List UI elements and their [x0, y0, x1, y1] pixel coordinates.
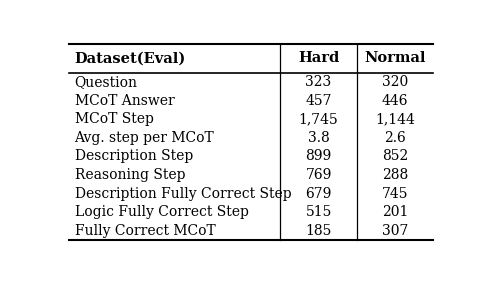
Text: Normal: Normal [365, 51, 426, 65]
Text: Avg. step per MCoT: Avg. step per MCoT [74, 131, 214, 145]
Text: 745: 745 [382, 187, 408, 201]
Text: Description Fully Correct Step: Description Fully Correct Step [74, 187, 291, 201]
Text: Fully Correct MCoT: Fully Correct MCoT [74, 224, 215, 238]
Text: Description Step: Description Step [74, 150, 193, 164]
Text: 769: 769 [305, 168, 332, 182]
Text: MCoT Step: MCoT Step [74, 112, 153, 126]
Text: 1,144: 1,144 [375, 112, 415, 126]
Text: Dataset(Eval): Dataset(Eval) [74, 51, 186, 65]
Text: 679: 679 [305, 187, 332, 201]
Text: 1,745: 1,745 [299, 112, 339, 126]
Text: 307: 307 [382, 224, 408, 238]
Text: Hard: Hard [298, 51, 339, 65]
Text: Reasoning Step: Reasoning Step [74, 168, 185, 182]
Text: 2.6: 2.6 [384, 131, 406, 145]
Text: 899: 899 [305, 150, 332, 164]
Text: 288: 288 [382, 168, 408, 182]
Text: Logic Fully Correct Step: Logic Fully Correct Step [74, 205, 248, 219]
Text: MCoT Answer: MCoT Answer [74, 94, 174, 108]
Text: 185: 185 [305, 224, 332, 238]
Text: 515: 515 [305, 205, 332, 219]
Text: Question: Question [74, 75, 138, 89]
Text: 3.8: 3.8 [308, 131, 329, 145]
Text: 457: 457 [305, 94, 332, 108]
Text: 446: 446 [382, 94, 408, 108]
Text: 852: 852 [382, 150, 408, 164]
Text: 320: 320 [382, 75, 408, 89]
Text: 323: 323 [305, 75, 332, 89]
Text: 201: 201 [382, 205, 408, 219]
